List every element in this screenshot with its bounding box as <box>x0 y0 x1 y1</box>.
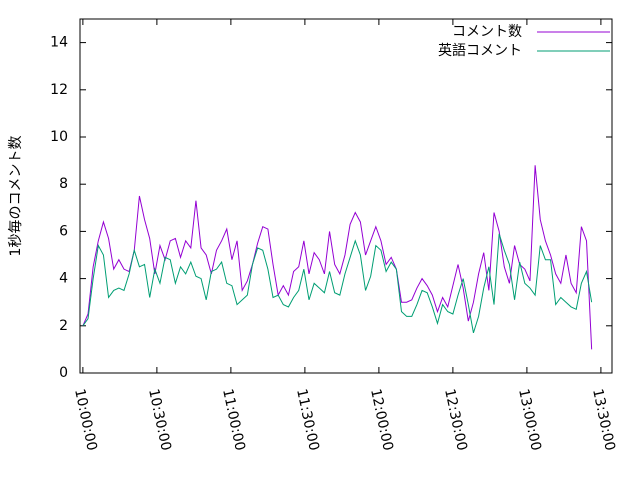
y-tick-label: 10 <box>50 129 68 145</box>
series-line <box>82 233 593 334</box>
x-tick-label: 13:30:00 <box>589 387 618 452</box>
y-tick-label: 2 <box>59 318 68 334</box>
plot-frame <box>79 18 613 374</box>
x-tick-label: 11:00:00 <box>219 387 248 452</box>
x-tick-label: 11:30:00 <box>293 387 322 452</box>
y-tick-label: 14 <box>50 35 68 51</box>
y-tick-label: 0 <box>59 365 68 381</box>
x-tick-label: 10:00:00 <box>71 387 100 452</box>
x-tick-label: 12:30:00 <box>441 387 470 452</box>
x-tick-label: 12:00:00 <box>367 387 396 452</box>
series-line <box>82 165 593 350</box>
legend-label: コメント数 <box>452 24 522 40</box>
y-tick-label: 6 <box>59 223 68 239</box>
y-tick-label: 12 <box>50 82 68 98</box>
x-tick-label: 10:30:00 <box>145 387 174 452</box>
y-tick-label: 8 <box>59 176 68 192</box>
y-tick-label: 4 <box>59 271 68 287</box>
y-axis-label: 1秒毎のコメント数 <box>8 136 24 257</box>
legend-label: 英語コメント <box>438 42 522 59</box>
x-tick-label: 13:00:00 <box>515 387 544 452</box>
